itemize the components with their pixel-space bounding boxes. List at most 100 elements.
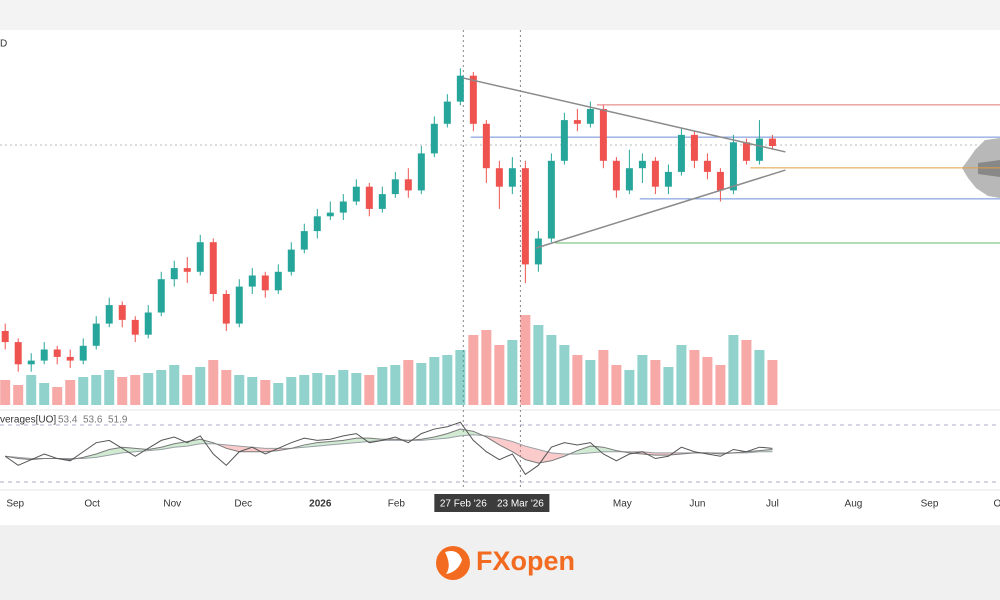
candle-body (209, 242, 217, 294)
volume-bar (221, 370, 232, 405)
volume-bar (26, 375, 37, 405)
osc-cloud (434, 433, 448, 440)
candle-body (625, 168, 633, 191)
volume-bar (364, 375, 375, 405)
candle-body (53, 349, 61, 357)
volume-bar (728, 335, 739, 405)
candle-body (768, 138, 776, 146)
candle-body (729, 142, 737, 191)
osc-ma-fast (5, 428, 773, 464)
candle-body (456, 75, 464, 102)
candle-body (1, 331, 9, 343)
x-tick-label: Feb (388, 499, 406, 510)
volume-bar (754, 350, 765, 405)
candle-body (14, 342, 22, 365)
volume-bar (624, 370, 635, 405)
candle-body (508, 168, 516, 187)
candle-body (261, 275, 269, 291)
osc-cloud (174, 441, 188, 448)
brand-name: FXopen (476, 546, 575, 576)
osc-reading: 53.6 (83, 415, 103, 426)
volume-bar (312, 373, 323, 405)
x-tick-label: Jun (689, 499, 705, 510)
symbol-label: D (0, 39, 7, 50)
candle-body (638, 160, 646, 169)
volume-bar (338, 370, 349, 405)
volume-bar (403, 360, 414, 405)
candle-body (27, 360, 35, 365)
osc-cloud (161, 443, 175, 450)
volume-bar (416, 363, 427, 405)
chart-area (0, 30, 1000, 525)
volume-bar (247, 377, 258, 405)
candle-body (404, 179, 412, 191)
osc-name: verages[UO] (0, 415, 56, 426)
candle-body (378, 194, 386, 209)
candle-body (287, 249, 295, 272)
candle-body (352, 186, 360, 202)
volume-bar (689, 350, 700, 405)
volume-bar (286, 377, 297, 405)
volume-bar (741, 340, 752, 405)
volume-bar (234, 375, 245, 405)
volume-bar (598, 350, 609, 405)
volume-bar (572, 355, 583, 405)
x-tick-label: Sep (921, 499, 939, 510)
volume-bar (325, 375, 336, 405)
volume-bar (65, 380, 76, 405)
volume (0, 315, 778, 405)
candle-body (144, 312, 152, 335)
x-tick-label: 2026 (309, 499, 332, 510)
osc-cloud (525, 446, 539, 464)
candle-body (105, 305, 113, 324)
osc-cloud (460, 429, 474, 436)
volume-bar (377, 367, 388, 405)
candle-body (690, 134, 698, 161)
candle-body (79, 345, 87, 361)
candle-body (196, 242, 204, 272)
volume-bar (273, 383, 284, 405)
candle-body (118, 305, 126, 320)
osc-cloud (577, 446, 591, 454)
volume-bar (455, 350, 466, 405)
logo-icon-detail (445, 551, 462, 574)
trendline (535, 169, 786, 249)
volume-bar (208, 360, 219, 405)
volume-bar (637, 355, 648, 405)
candle-body (131, 319, 139, 335)
volume-bar (91, 375, 102, 405)
volume-bar (585, 360, 596, 405)
candle-body (703, 160, 711, 172)
volume-bar (195, 367, 206, 405)
candle-body (183, 268, 191, 272)
x-tick-label: O (994, 499, 1000, 510)
candle-body (443, 101, 451, 124)
tick-highlight (434, 494, 493, 512)
osc-cloud (226, 444, 240, 452)
candle-body (482, 123, 490, 169)
volume-bar (52, 387, 63, 405)
candle-body (222, 294, 230, 324)
volume-bar (104, 370, 115, 405)
volume-bar (481, 330, 492, 405)
candle-body (547, 160, 555, 239)
candle-body (40, 349, 48, 361)
volume-bar (13, 385, 24, 405)
osc-cloud (122, 447, 136, 453)
volume-bar (559, 345, 570, 405)
candle-body (391, 179, 399, 195)
osc-ma-slow (5, 434, 773, 460)
osc-reading: 53.4 (58, 415, 78, 426)
candle-body (742, 142, 750, 161)
candle-body (300, 231, 308, 250)
volume-bar (260, 380, 271, 405)
volume-bar (130, 375, 141, 405)
x-tick-label: Dec (234, 499, 252, 510)
volume-bar (169, 365, 180, 405)
x-tick-label: Aug (845, 499, 863, 510)
osc-cloud (512, 441, 526, 460)
x-tick-label: 27 Feb '26 (440, 499, 487, 510)
volume-bar (182, 375, 193, 405)
x-tick-label: Jul (766, 499, 779, 510)
